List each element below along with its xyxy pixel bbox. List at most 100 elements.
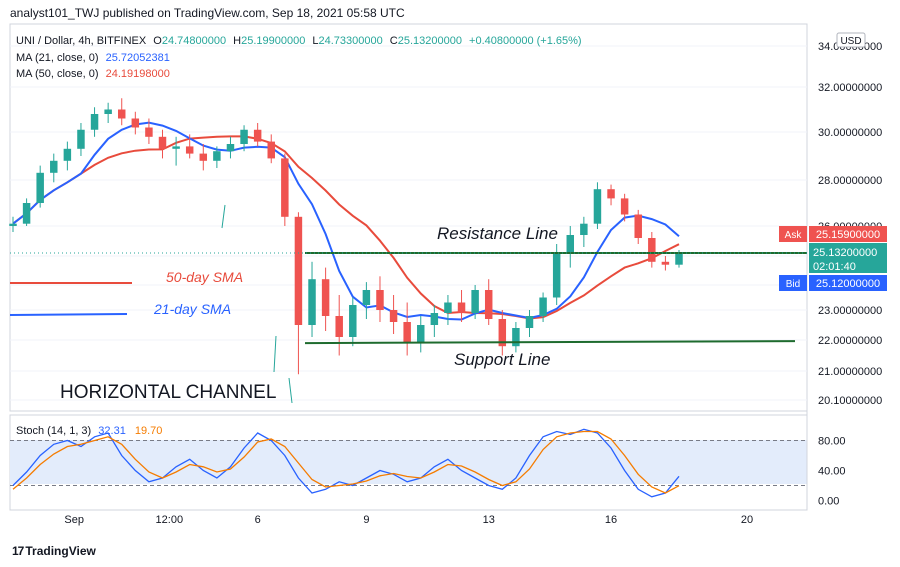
time-axis-ticks: Sep 12:00 6 9 13 16 20 (64, 514, 753, 526)
legend-change: +0.40800000 (+1.65%) (469, 35, 582, 47)
candle-body (321, 279, 330, 316)
ask-tag: Ask 25.15900000 (779, 226, 887, 242)
candle-body (648, 238, 656, 262)
chart-legend: UNI / Dollar, 4h, BITFINEX O24.74800000 … (16, 35, 582, 47)
candles (9, 98, 683, 375)
stoch-band (10, 440, 807, 484)
legend-open-label: O (153, 35, 162, 47)
bar-countdown: 02:01:40 (813, 261, 856, 273)
candle-body (253, 129, 262, 142)
candle-body (484, 290, 493, 319)
time-tick-label: Sep (64, 514, 84, 526)
candle-body (36, 172, 44, 203)
support-line (304, 340, 796, 345)
bid-tag: Bid 25.12000000 (779, 275, 887, 291)
candle-body (389, 310, 398, 322)
sma50-label: 50-day SMA (166, 269, 243, 285)
candle-body (294, 216, 303, 325)
candle-body (457, 302, 466, 313)
stoch-tick-label: 80.00 (818, 436, 846, 448)
stoch-axis-ticks: 80.00 40.00 0.00 (818, 436, 846, 508)
moving-average-lines (12, 121, 680, 321)
last-price: 25.13200000 (813, 247, 877, 259)
candle-body (308, 279, 316, 325)
candle-body (213, 151, 221, 161)
time-tick-label: 16 (605, 514, 617, 526)
candle-body (444, 302, 452, 313)
annotation-stroke (273, 335, 277, 373)
candle-body (240, 129, 248, 144)
price-tick-label: 32.00000000 (818, 82, 882, 94)
candle-body (104, 109, 112, 114)
candle-body (539, 297, 547, 316)
candle-body (349, 305, 357, 337)
sma21-label: 21-day SMA (153, 301, 231, 317)
time-tick-label: 6 (255, 514, 261, 526)
ma21-legend-value: 25.72052381 (106, 52, 170, 64)
ma50-legend: MA (50, close, 0) 24.19198000 (16, 68, 170, 80)
candle-body (362, 290, 371, 305)
stoch-k-value: 32.31 (98, 425, 126, 437)
candle-body (403, 322, 411, 344)
stoch-d-line (12, 430, 680, 494)
candle-body (512, 328, 520, 347)
candle-body (145, 127, 153, 137)
candle-body (566, 235, 575, 253)
price-tick-label: 30.00000000 (818, 127, 882, 139)
candle-body (90, 114, 99, 130)
ma21-legend-label: MA (21, close, 0) (16, 52, 99, 64)
brand: 17 TradingView (10, 542, 96, 560)
legend-close-label: C (390, 35, 398, 47)
candle-body (580, 223, 588, 235)
ma50-line (12, 135, 680, 320)
candle-body (620, 198, 629, 215)
candle-body (9, 223, 17, 226)
candle-body (63, 148, 72, 161)
price-axis-ticks: 34.0000000032.0000000030.0000000028.0000… (818, 41, 882, 407)
legend-symbol: UNI / Dollar, 4h, BITFINEX (16, 35, 147, 47)
resistance-label: Resistance Line (437, 224, 558, 243)
candle-body (226, 144, 235, 152)
legend-low-label: L (312, 35, 318, 47)
candle-body (552, 253, 561, 298)
candle-body (281, 158, 289, 217)
legend-high-label: H (233, 35, 241, 47)
time-tick-label: 13 (483, 514, 495, 526)
channel-lines (10, 252, 807, 345)
price-tick-label: 23.00000000 (818, 305, 882, 317)
price-tick-label: 28.00000000 (818, 175, 882, 187)
sma21-key-line (9, 313, 128, 316)
stoch-tick-label: 40.00 (818, 466, 846, 478)
candle-body (117, 109, 126, 119)
candle-body (158, 136, 167, 149)
bid-label: Bid (786, 279, 800, 290)
annotation-stroke (288, 377, 293, 404)
currency-button[interactable]: USD (836, 32, 866, 48)
grid-lines (10, 45, 807, 401)
price-tick-label: 21.00000000 (818, 366, 882, 378)
candle-body (607, 189, 615, 199)
time-tick-label: 12:00 (156, 514, 184, 526)
brand-name: TradingView (25, 544, 96, 558)
ask-price: 25.15900000 (816, 229, 880, 241)
stoch-legend: Stoch (14, 1, 3) 32.31 19.70 (16, 425, 162, 437)
price-tick-label: 22.00000000 (818, 335, 882, 347)
ma50-legend-label: MA (50, close, 0) (16, 68, 99, 80)
time-tick-label: 9 (363, 514, 369, 526)
time-tick-label: 20 (741, 514, 753, 526)
candle-body (50, 160, 58, 173)
candle-body (267, 141, 275, 159)
candle-body (525, 316, 534, 328)
currency-button-label: USD (840, 36, 861, 47)
legend-close: 25.13200000 (398, 35, 462, 47)
candle-body (498, 319, 507, 347)
candle-body (22, 203, 31, 224)
candle-body (675, 252, 683, 265)
channel-label: HORIZONTAL CHANNEL (60, 382, 276, 403)
candle-body (471, 290, 479, 313)
stoch-d-value: 19.70 (135, 425, 163, 437)
candle-body (131, 118, 140, 128)
candle-body (430, 313, 439, 325)
legend-high: 25.19900000 (241, 35, 305, 47)
